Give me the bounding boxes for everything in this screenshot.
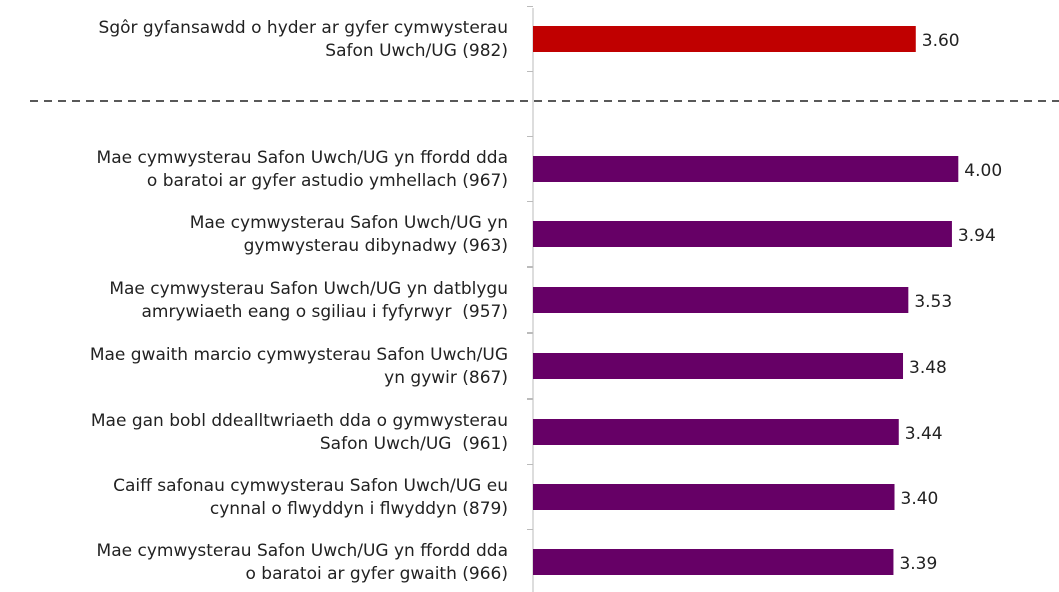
category-label: Caiff safonau cymwysterau Safon Uwch/UG …	[113, 476, 508, 519]
category-label: Sgôr gyfansawdd o hyder ar gyfer cymwyst…	[98, 18, 508, 61]
bar	[533, 287, 909, 313]
value-label: 3.40	[900, 489, 939, 509]
bar	[533, 26, 916, 52]
category-label: Mae cymwysterau Safon Uwch/UG yn datblyg…	[109, 279, 508, 322]
value-label: 4.00	[964, 161, 1003, 181]
value-label: 3.60	[921, 31, 960, 51]
bar	[533, 221, 952, 247]
value-label: 3.94	[957, 226, 996, 246]
category-label: Mae gan bobl ddealltwriaeth dda o gymwys…	[90, 411, 508, 454]
value-label: 3.39	[899, 554, 938, 574]
category-label: Mae cymwysterau Safon Uwch/UG yn ffordd …	[96, 148, 508, 191]
value-label: 3.44	[904, 424, 943, 444]
value-label: 3.53	[914, 292, 953, 312]
category-label: Mae cymwysterau Safon Uwch/UG yn ffordd …	[96, 541, 508, 584]
category-label: Mae gwaith marcio cymwysterau Safon Uwch…	[89, 345, 508, 388]
bar	[533, 549, 894, 575]
bar	[533, 156, 959, 182]
bar	[533, 353, 904, 379]
bar	[533, 419, 899, 445]
category-label: Mae cymwysterau Safon Uwch/UG yn gymwyst…	[189, 213, 508, 256]
bar	[533, 484, 895, 510]
value-label: 3.48	[909, 358, 947, 378]
